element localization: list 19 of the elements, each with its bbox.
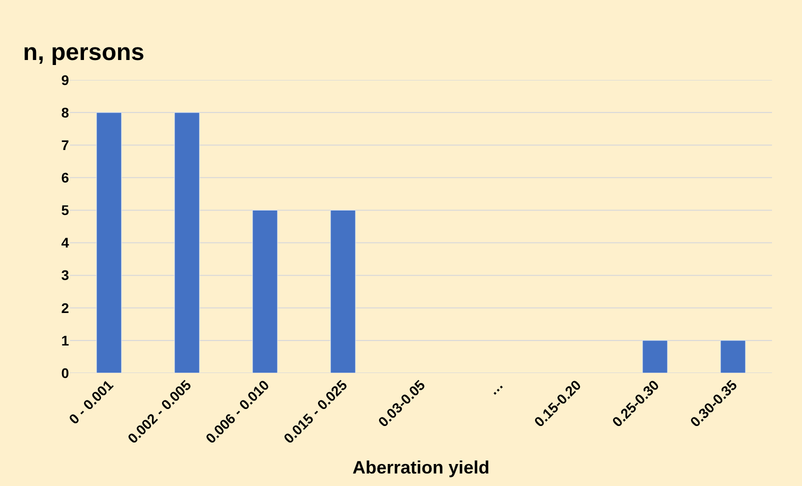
bar — [96, 112, 122, 373]
y-tick-label: 0 — [61, 364, 70, 381]
y-tick-label: 9 — [61, 72, 70, 88]
y-tick-label: 5 — [61, 202, 70, 218]
y-tick-label: 4 — [61, 234, 70, 251]
y-tick-label: 8 — [61, 104, 70, 120]
bar — [252, 210, 278, 373]
y-tick-label: 2 — [61, 300, 70, 316]
bar — [720, 340, 746, 373]
bar — [174, 112, 200, 373]
y-tick-label: 6 — [61, 170, 70, 186]
bar — [330, 210, 356, 373]
y-tick-label: 7 — [61, 137, 70, 154]
x-axis-title: Aberration yield — [352, 458, 490, 478]
bar — [642, 340, 668, 373]
x-tick-label: … — [484, 376, 506, 398]
y-tick-label: 1 — [61, 332, 70, 348]
y-axis-title: n, persons — [23, 39, 144, 66]
y-tick-label: 3 — [61, 267, 70, 284]
